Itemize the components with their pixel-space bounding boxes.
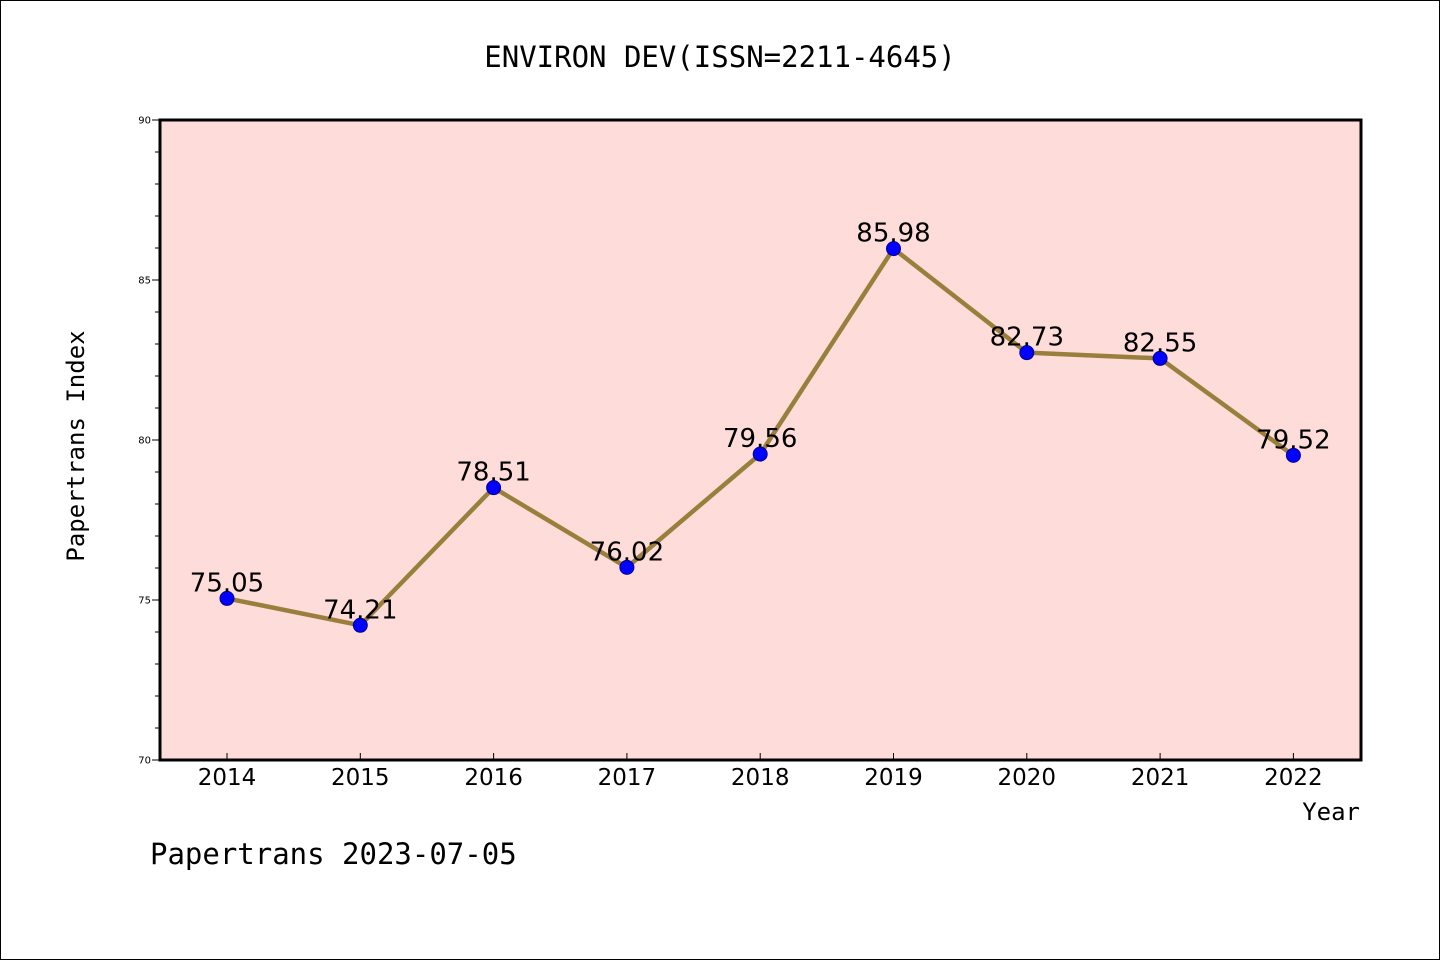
data-point (619, 559, 635, 575)
data-labels: 75.05 74.21 78.51 76.02 79.56 85.98 82.73 82.55… (190, 219, 1331, 626)
data-point (219, 590, 235, 606)
x-tick-label: 2017 (598, 765, 657, 791)
data-point (886, 241, 901, 257)
y-axis-title: Papertrans Index (62, 330, 90, 561)
x-tick-label: 2018 (731, 765, 790, 791)
data-point (1152, 350, 1168, 366)
data-point (752, 446, 768, 462)
credit-text: Papertrans 2023-07-05 (150, 837, 517, 871)
data-label: 74.21 (323, 595, 397, 625)
chart-title: ENVIRON DEV(ISSN=2211-4645) (484, 40, 955, 74)
y-tick-label: 90 (138, 116, 151, 127)
data-label: 82.55 (1123, 328, 1197, 358)
plot-area (160, 120, 1361, 760)
data-label: 76.02 (590, 537, 664, 567)
y-tick-label: 75 (138, 596, 151, 607)
y-tick-label: 70 (138, 756, 151, 767)
y-tick-label: 85 (138, 276, 151, 287)
plot-border (158, 118, 1363, 762)
data-label: 82.73 (990, 323, 1064, 353)
data-label: 79.52 (1256, 425, 1330, 455)
data-label: 85.98 (856, 219, 930, 249)
x-tick-label: 2016 (464, 765, 523, 791)
data-point (352, 617, 368, 633)
data-point (486, 480, 502, 496)
x-tick-label: 2022 (1264, 765, 1323, 791)
x-axis-title: Year (1302, 798, 1360, 826)
data-point (1019, 345, 1035, 361)
data-label: 78.51 (456, 458, 530, 488)
y-axis-ticks: 70 75 80 85 90 (138, 116, 160, 767)
y-tick-label: 80 (138, 436, 151, 447)
x-tick-label: 2019 (864, 765, 923, 791)
x-tick-label: 2021 (1131, 765, 1190, 791)
data-point (1285, 447, 1301, 463)
x-axis-ticks: 2014 2015 2016 2017 2018 2019 2020 2021 2022 (198, 753, 1323, 791)
x-tick-label: 2020 (998, 765, 1057, 791)
data-label: 79.56 (723, 424, 797, 454)
x-tick-label: 2015 (331, 765, 390, 791)
x-tick-label: 2014 (198, 765, 257, 791)
series-markers (219, 241, 1301, 633)
data-label: 75.05 (190, 568, 264, 598)
